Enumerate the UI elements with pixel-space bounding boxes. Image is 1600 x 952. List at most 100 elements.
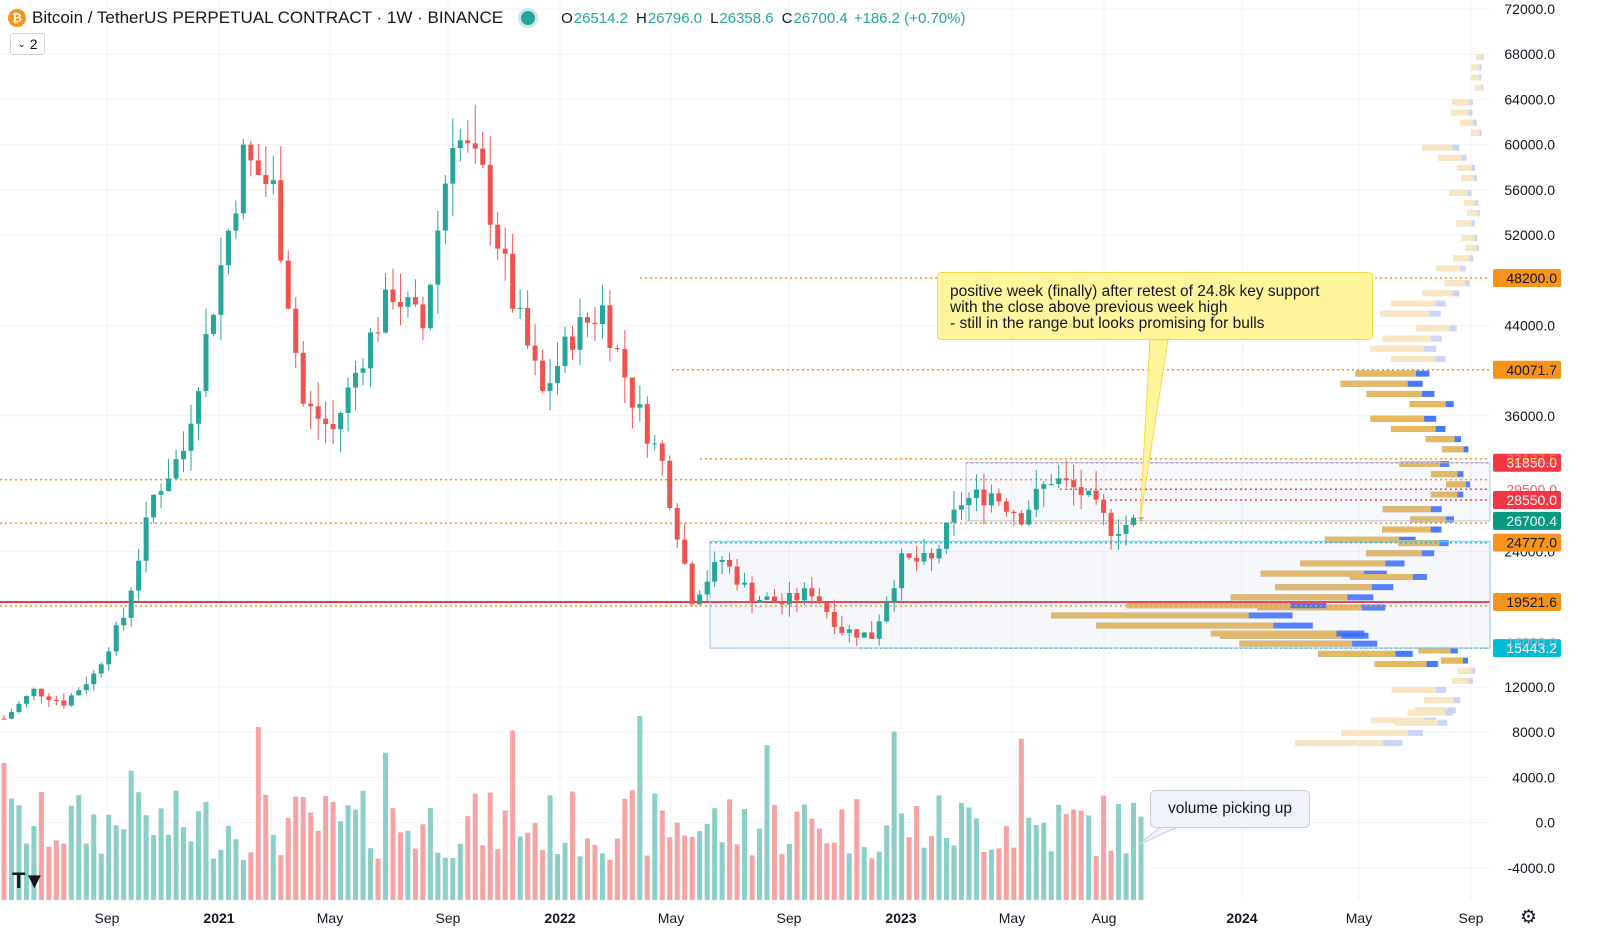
- volume-bar: [166, 834, 172, 900]
- ohlc-low-value: 26358.6: [719, 9, 774, 27]
- candle-body: [697, 594, 703, 605]
- symbol-header[interactable]: ₿ Bitcoin / TetherUS PERPETUAL CONTRACT …: [8, 6, 965, 30]
- time-tick-label: 2024: [1226, 910, 1257, 926]
- volume-profile-down: [1096, 622, 1274, 629]
- volume-bar: [23, 843, 29, 900]
- volume-profile-down: [1051, 612, 1249, 619]
- tradingview-logo-icon[interactable]: T▼: [12, 868, 45, 893]
- candle-body: [375, 332, 381, 334]
- volume-bar: [315, 830, 321, 900]
- volume-profile-down: [1349, 574, 1413, 580]
- volume-profile-down: [1341, 729, 1409, 736]
- volume-bar: [218, 849, 224, 900]
- volume-bar: [996, 848, 1002, 900]
- volume-profile-down: [1260, 570, 1364, 577]
- candle-body: [869, 632, 875, 639]
- volume-bar: [517, 836, 523, 900]
- volume-profile-down: [1416, 325, 1450, 332]
- time-tick-label: 2022: [544, 910, 575, 926]
- volume-bar: [846, 853, 852, 900]
- analysis-callout[interactable]: positive week (finally) after retest of …: [937, 272, 1373, 340]
- candle-body: [368, 332, 374, 369]
- volume-bar: [734, 844, 740, 900]
- volume-bar: [981, 851, 987, 900]
- candle-body: [547, 383, 553, 392]
- volume-bar: [143, 815, 149, 900]
- volume-bar: [570, 791, 575, 900]
- price-badge: [1493, 490, 1561, 509]
- volume-bar: [659, 810, 665, 900]
- volume-bar: [270, 834, 276, 900]
- volume-profile-down: [1449, 189, 1468, 196]
- candle-body: [1063, 478, 1069, 481]
- volume-profile-down: [1430, 471, 1458, 478]
- volume-bar: [689, 836, 695, 900]
- volume-bar: [906, 837, 912, 900]
- candle-body: [674, 507, 680, 540]
- candle-body: [599, 305, 605, 325]
- time-tick-label: Aug: [1092, 910, 1117, 926]
- candle-body: [727, 559, 733, 567]
- volume-callout-pointer: [1137, 825, 1181, 846]
- volume-bar: [1131, 802, 1137, 900]
- candle-body: [555, 365, 561, 384]
- market-status-icon[interactable]: [521, 11, 536, 25]
- candle-body: [382, 289, 388, 333]
- volume-bar: [31, 825, 37, 900]
- candle-body: [487, 164, 493, 225]
- volume-bar: [263, 794, 269, 900]
- volume-bar: [128, 770, 134, 900]
- candle-body: [704, 581, 710, 595]
- candle-body: [195, 391, 201, 424]
- volume-callout[interactable]: volume picking up: [1150, 790, 1310, 828]
- ohlc-open-value: 26514.2: [573, 9, 628, 27]
- range-box-upper: [965, 462, 1491, 522]
- volume-bar: [607, 859, 613, 900]
- candle-body: [420, 304, 426, 329]
- volume-bar: [1, 762, 7, 900]
- symbol-title: Bitcoin / TetherUS PERPETUAL CONTRACT · …: [32, 8, 504, 27]
- candle-body: [270, 180, 276, 185]
- volume-profile-down: [1453, 255, 1470, 262]
- volume-bar: [973, 818, 979, 900]
- candle-body: [517, 307, 523, 309]
- volume-profile-down: [1366, 550, 1422, 557]
- volume-bar: [420, 824, 426, 900]
- volume-bar: [38, 792, 44, 900]
- candle-body: [106, 651, 112, 665]
- candle-body: [450, 147, 456, 184]
- candle-body: [757, 599, 763, 603]
- candle-body: [166, 478, 172, 492]
- volume-profile-down: [1300, 560, 1386, 567]
- candle-body: [68, 695, 74, 706]
- bitcoin-logo-icon: ₿: [8, 9, 26, 27]
- indicators-toggle-button[interactable]: ⌄ 2: [10, 33, 45, 55]
- volume-bar: [749, 855, 755, 900]
- candle-body: [480, 148, 486, 165]
- volume-bar: [944, 837, 950, 900]
- volume-bar: [644, 855, 650, 900]
- gear-icon[interactable]: ⚙: [1520, 907, 1538, 928]
- volume-bar: [951, 845, 957, 900]
- candle-body: [614, 347, 620, 350]
- volume-bar: [353, 809, 359, 900]
- volume-profile-down: [1395, 719, 1438, 726]
- ohlc-close-value: 26700.4: [793, 9, 848, 27]
- candle-body: [308, 403, 314, 407]
- candle-body: [1101, 499, 1107, 513]
- candle-body: [397, 302, 403, 307]
- price-tick-label: 72000.0: [1504, 1, 1555, 17]
- volume-profile-down: [1436, 265, 1461, 272]
- volume-profile-down: [1444, 280, 1466, 287]
- volume-profile-down: [1370, 415, 1425, 422]
- candle-body: [824, 602, 830, 612]
- candle-body: [46, 696, 52, 700]
- volume-bar: [936, 795, 942, 900]
- volume-bar: [779, 854, 785, 900]
- volume-bar: [487, 792, 493, 900]
- volume-profile-down: [1471, 129, 1480, 136]
- candle-body: [682, 539, 688, 564]
- volume-bar: [405, 830, 411, 900]
- volume-profile-down: [1407, 709, 1445, 716]
